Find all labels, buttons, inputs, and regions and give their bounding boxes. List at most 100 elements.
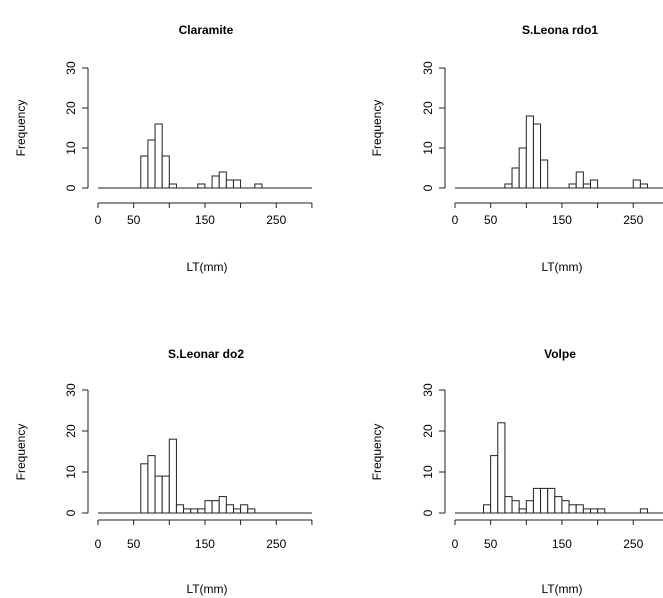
y-axis-label: Frequency: [14, 100, 28, 157]
histogram-bar: [175, 504, 185, 514]
histogram-bar: [154, 123, 163, 189]
y-tick-label: 20: [64, 101, 78, 115]
histogram-bar: [597, 508, 606, 514]
histogram-bar: [140, 463, 149, 514]
histogram-bar: [147, 455, 156, 514]
histogram-bar: [589, 508, 599, 514]
histogram-bar: [504, 183, 513, 189]
histogram-bar: [232, 179, 242, 189]
y-axis-label: Frequency: [370, 100, 384, 157]
x-tick-label: 50: [127, 537, 141, 551]
histogram-bar: [540, 487, 549, 514]
y-tick-label: 20: [421, 424, 435, 438]
histogram-bar: [540, 159, 549, 189]
histogram-bar: [568, 504, 577, 514]
histogram-bar: [632, 179, 641, 189]
y-tick-label: 20: [64, 424, 78, 438]
panel-title: Volpe: [544, 347, 576, 361]
y-tick-label: 30: [421, 61, 435, 75]
histogram-bar: [204, 500, 213, 514]
panel-title: S.Leonar do2: [168, 347, 244, 361]
y-tick-label: 0: [421, 509, 435, 516]
histogram-bar: [168, 438, 177, 514]
y-tick-label: 0: [421, 184, 435, 191]
histogram-bar: [197, 183, 206, 189]
histogram-bar: [247, 508, 256, 514]
x-axis-label: LT(mm): [541, 582, 582, 596]
histogram-bar: [568, 183, 577, 189]
histogram-bar: [575, 171, 584, 189]
x-tick-label: 250: [623, 213, 643, 227]
histogram-bar: [511, 500, 520, 514]
x-tick-label: 0: [452, 537, 459, 551]
histogram-bar: [183, 508, 192, 514]
histogram-panel-3: S.Leonar do2 0 10 20 30 0 50 150 250 LT(mm) Freque…: [14, 347, 313, 596]
histogram-bar: [197, 508, 206, 514]
panel-title: Claramite: [179, 23, 234, 37]
x-tick-label: 0: [95, 537, 102, 551]
x-tick-label: 250: [266, 213, 286, 227]
histogram-bar: [525, 500, 534, 514]
histogram-bar: [582, 508, 591, 514]
histogram-bar: [575, 504, 584, 514]
histogram-bar: [525, 115, 534, 189]
panel-title: S.Leona rdo1: [522, 23, 598, 37]
histogram-bar: [547, 487, 556, 514]
y-tick-label: 10: [421, 465, 435, 479]
histogram-bar: [518, 147, 527, 189]
y-tick-label: 0: [64, 509, 78, 516]
histogram-bar: [161, 155, 170, 189]
x-tick-label: 50: [127, 213, 141, 227]
histogram-bar: [532, 123, 542, 189]
x-axis-label: LT(mm): [186, 582, 227, 596]
histogram-bar: [232, 508, 242, 514]
histogram-bar: [211, 175, 220, 189]
histogram-bar: [639, 508, 649, 514]
histogram-panel-4: Volpe 0 10 20 30 0 50 150 250 LT(mm) Frequency: [370, 347, 663, 596]
y-tick-label: 30: [64, 61, 78, 75]
x-tick-label: 150: [195, 213, 215, 227]
histogram-bar: [168, 183, 177, 189]
histogram-bar: [561, 500, 570, 514]
histogram-bar: [554, 496, 563, 514]
x-tick-label: 50: [484, 537, 498, 551]
x-tick-label: 150: [195, 537, 215, 551]
histogram-bar: [490, 455, 499, 514]
x-tick-label: 150: [552, 537, 572, 551]
y-tick-label: 10: [421, 141, 435, 155]
x-tick-label: 250: [266, 537, 286, 551]
histogram-bar: [154, 475, 163, 514]
histogram-bar: [532, 487, 542, 514]
x-axis-label: LT(mm): [541, 260, 582, 274]
y-tick-label: 30: [421, 383, 435, 397]
histogram-bar: [254, 183, 263, 189]
histogram-bar: [511, 167, 520, 189]
histogram-bar: [497, 422, 506, 514]
y-tick-label: 20: [421, 101, 435, 115]
histogram-bar: [218, 171, 227, 189]
x-tick-label: 250: [623, 537, 643, 551]
histogram-bar: [161, 475, 170, 514]
histogram-bar: [225, 179, 234, 189]
x-axis-label: LT(mm): [186, 260, 227, 274]
histogram-bar: [225, 504, 234, 514]
y-axis-label: Frequency: [14, 424, 28, 481]
histogram-bar: [483, 504, 492, 514]
y-tick-label: 30: [64, 383, 78, 397]
histogram-bar: [218, 496, 227, 514]
x-tick-label: 0: [452, 213, 459, 227]
histogram-panel-1: Claramite 0 10 20 30 0 50 150 250 LT(mm) Frequency: [14, 23, 313, 274]
x-tick-label: 50: [484, 213, 498, 227]
histogram-bar: [518, 508, 527, 514]
y-tick-label: 10: [64, 141, 78, 155]
histogram-bar: [582, 183, 591, 189]
histogram-bar: [589, 179, 599, 189]
histogram-bar: [240, 504, 249, 514]
histogram-bar: [140, 155, 149, 189]
y-tick-label: 0: [64, 184, 78, 191]
histogram-bar: [639, 183, 649, 189]
histogram-bar: [147, 139, 156, 189]
histogram-bar: [190, 508, 199, 514]
histogram-bar: [504, 496, 513, 514]
